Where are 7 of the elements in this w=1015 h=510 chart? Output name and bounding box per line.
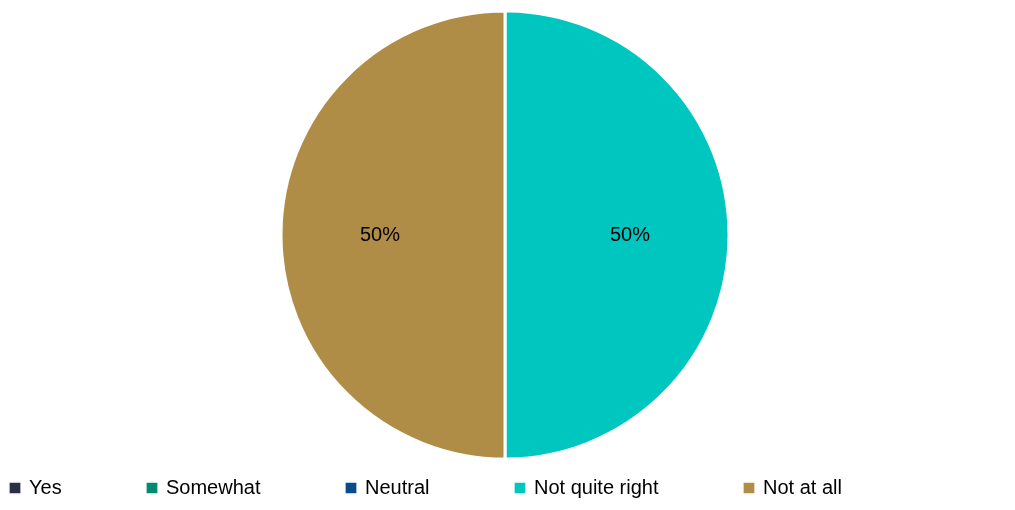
legend-label: Somewhat xyxy=(166,476,261,498)
data-label: 50% xyxy=(609,223,651,245)
legend-label: Not quite right xyxy=(534,476,659,498)
legend-label: Not at all xyxy=(763,476,842,498)
legend-label: Neutral xyxy=(365,476,430,498)
data-label: 50% xyxy=(359,223,401,245)
legend-label: Yes xyxy=(29,476,62,498)
